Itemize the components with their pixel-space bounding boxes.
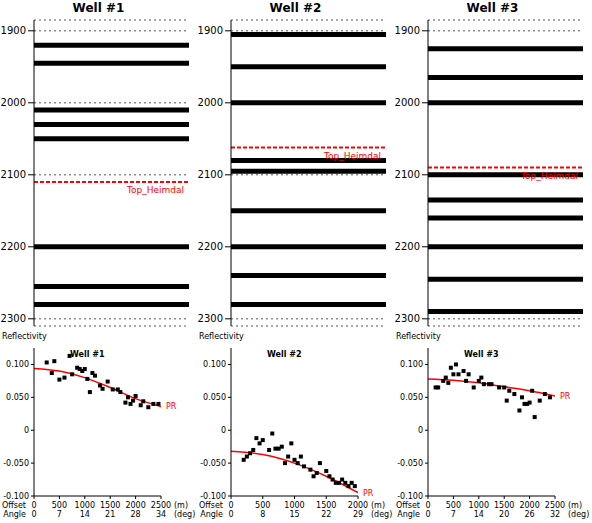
svg-text:2300: 2300 <box>1 313 26 324</box>
svg-text:0: 0 <box>425 510 430 519</box>
svg-text:-0.050: -0.050 <box>200 459 226 468</box>
svg-text:2300: 2300 <box>395 313 420 324</box>
svg-text:0.100: 0.100 <box>203 360 226 369</box>
svg-text:21: 21 <box>105 510 115 519</box>
svg-text:Angle: Angle <box>200 510 223 519</box>
svg-text:Offset: Offset <box>396 501 420 510</box>
svg-text:2000: 2000 <box>395 97 420 108</box>
svg-text:2200: 2200 <box>198 241 223 252</box>
svg-text:(deg): (deg) <box>568 510 589 519</box>
svg-text:1500: 1500 <box>316 501 336 510</box>
svg-text:14: 14 <box>474 510 484 519</box>
html-text:Well #3: Well #3 <box>466 1 519 15</box>
svg-text:0: 0 <box>425 501 430 510</box>
html-text:Reflectivity: Reflectivity <box>2 332 47 341</box>
svg-text:32: 32 <box>550 510 560 519</box>
svg-text:0.100: 0.100 <box>6 360 29 369</box>
svg-text:20: 20 <box>499 510 509 519</box>
svg-text:2200: 2200 <box>1 241 26 252</box>
svg-text:2100: 2100 <box>198 169 223 180</box>
svg-text:2000: 2000 <box>348 501 368 510</box>
svg-text:0.050: 0.050 <box>6 393 29 402</box>
svg-text:2000: 2000 <box>519 501 539 510</box>
svg-text:2000: 2000 <box>125 501 145 510</box>
svg-text:-0.050: -0.050 <box>397 459 423 468</box>
svg-text:-0.100: -0.100 <box>397 492 423 501</box>
svg-text:PR: PR <box>560 392 571 401</box>
svg-text:(m): (m) <box>568 501 582 510</box>
svg-text:500: 500 <box>255 501 270 510</box>
html-text:Reflectivity: Reflectivity <box>396 332 441 341</box>
svg-text:2300: 2300 <box>198 313 223 324</box>
svg-text:PR: PR <box>363 489 374 498</box>
svg-text:0.050: 0.050 <box>400 393 423 402</box>
svg-text:29: 29 <box>353 510 363 519</box>
svg-text:0: 0 <box>418 426 423 435</box>
svg-text:15: 15 <box>289 510 299 519</box>
svg-text:26: 26 <box>525 510 535 519</box>
svg-text:1900: 1900 <box>1 25 26 36</box>
svg-text:500: 500 <box>52 501 67 510</box>
svg-text:2500: 2500 <box>151 501 171 510</box>
svg-text:(deg): (deg) <box>371 510 392 519</box>
svg-text:0: 0 <box>31 510 36 519</box>
svg-text:2200: 2200 <box>395 241 420 252</box>
svg-text:22: 22 <box>321 510 331 519</box>
svg-text:2100: 2100 <box>395 169 420 180</box>
svg-text:-0.100: -0.100 <box>200 492 226 501</box>
svg-text:Top_Heimdal: Top_Heimdal <box>323 151 381 161</box>
svg-text:7: 7 <box>451 510 456 519</box>
html-text:Well #3: Well #3 <box>464 350 499 359</box>
svg-text:1500: 1500 <box>494 501 514 510</box>
svg-text:28: 28 <box>131 510 141 519</box>
svg-text:2100: 2100 <box>1 169 26 180</box>
html-text:Well #1: Well #1 <box>72 1 125 15</box>
svg-text:(deg): (deg) <box>174 510 195 519</box>
svg-text:2500: 2500 <box>545 501 565 510</box>
svg-text:7: 7 <box>57 510 62 519</box>
svg-text:2000: 2000 <box>1 97 26 108</box>
svg-text:-0.050: -0.050 <box>3 459 29 468</box>
svg-text:(m): (m) <box>371 501 385 510</box>
svg-text:0.050: 0.050 <box>203 393 226 402</box>
html-text:Reflectivity: Reflectivity <box>199 332 244 341</box>
svg-text:1000: 1000 <box>284 501 304 510</box>
svg-text:2000: 2000 <box>198 97 223 108</box>
svg-text:Angle: Angle <box>3 510 26 519</box>
svg-text:Offset: Offset <box>199 501 223 510</box>
svg-text:Top_Heimdal: Top_Heimdal <box>520 171 578 181</box>
svg-text:0: 0 <box>31 501 36 510</box>
html-text:Well #1: Well #1 <box>70 350 105 359</box>
svg-text:(m): (m) <box>174 501 188 510</box>
svg-text:1500: 1500 <box>100 501 120 510</box>
svg-text:-0.100: -0.100 <box>3 492 29 501</box>
svg-text:Angle: Angle <box>397 510 420 519</box>
svg-text:0.100: 0.100 <box>400 360 423 369</box>
svg-text:0: 0 <box>221 426 226 435</box>
svg-text:0: 0 <box>24 426 29 435</box>
html-text:Well #2: Well #2 <box>269 1 322 15</box>
svg-text:1000: 1000 <box>469 501 489 510</box>
svg-text:34: 34 <box>156 510 166 519</box>
svg-text:Top_Heimdal: Top_Heimdal <box>126 185 184 195</box>
svg-text:Offset: Offset <box>2 501 26 510</box>
svg-text:0: 0 <box>228 510 233 519</box>
svg-text:8: 8 <box>260 510 265 519</box>
svg-text:500: 500 <box>446 501 461 510</box>
svg-text:1900: 1900 <box>395 25 420 36</box>
svg-text:14: 14 <box>80 510 90 519</box>
html-text:Well #2: Well #2 <box>267 350 302 359</box>
svg-text:0: 0 <box>228 501 233 510</box>
svg-text:1000: 1000 <box>75 501 95 510</box>
svg-text:PR: PR <box>166 402 177 411</box>
svg-text:1900: 1900 <box>198 25 223 36</box>
